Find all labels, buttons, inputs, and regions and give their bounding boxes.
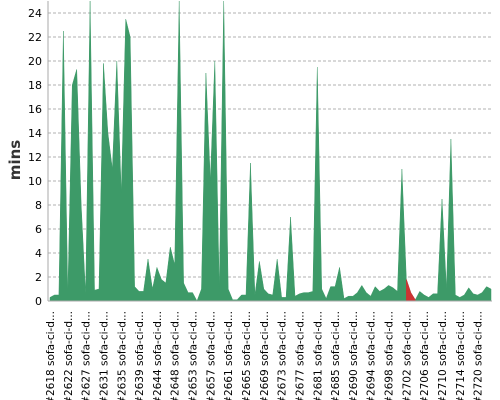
y-tick-label: 10 [28,175,42,188]
area [49,0,492,302]
y-tick-label: 24 [28,7,42,20]
x-tick-label: #2618 sofa-ci-d... [45,311,57,400]
x-tick-label: #2706 sofa-ci-d... [419,311,431,400]
x-tick-label: #2685 sofa-ci-d... [330,311,342,400]
x-tick-label: #2644 sofa-ci-d... [152,311,164,400]
y-tick-label: 14 [28,127,42,140]
y-tick-label: 22 [28,31,42,44]
y-axis-label: mins [6,140,24,180]
y-tick-label: 16 [28,103,42,116]
y-tick-label: 12 [28,151,42,164]
x-tick-label: #2677 sofa-ci-d... [294,311,306,400]
x-tick-label: #2681 sofa-ci-d... [312,311,324,400]
x-tick-label: #2635 sofa-ci-d... [116,311,128,400]
x-tick-label: #2673 sofa-ci-d... [277,311,289,400]
y-tick-label: 0 [35,295,42,308]
x-tick-label: #2710 sofa-ci-d... [437,311,449,400]
x-tick-label: #2698 sofa-ci-d... [384,311,396,400]
x-tick-label: #2639 sofa-ci-d... [134,311,146,400]
x-tick-label: #2694 sofa-ci-d... [366,311,378,400]
x-tick-label: #2627 sofa-ci-d... [81,311,93,400]
y-tick-label: 4 [35,247,42,260]
x-tick-label: #2622 sofa-ci-d... [63,311,75,400]
x-tick-label: #2702 sofa-ci-d... [401,311,413,400]
y-tick-label: 20 [28,55,42,68]
y-tick-label: 2 [35,271,42,284]
failed-area [406,279,416,302]
x-tick-label: #2690 sofa-ci-d... [348,311,360,400]
x-tick-label: #2657 sofa-ci-d... [205,311,217,400]
x-tick-label: #2720 sofa-ci-d... [473,311,485,400]
x-tick-label: #2665 sofa-ci-d... [241,311,253,400]
x-tick-label: #2653 sofa-ci-d... [188,311,200,400]
y-tick-label: 8 [35,199,42,212]
x-tick-label: #2669 sofa-ci-d... [259,311,271,400]
x-tick-label: #2714 sofa-ci-d... [455,311,467,400]
x-tick-label: #2648 sofa-ci-d... [170,311,182,400]
y-tick-label: 6 [35,223,42,236]
x-tick-label: #2631 sofa-ci-d... [98,311,110,400]
x-tick-label: #2661 sofa-ci-d... [223,311,235,400]
y-tick-label: 18 [28,79,42,92]
